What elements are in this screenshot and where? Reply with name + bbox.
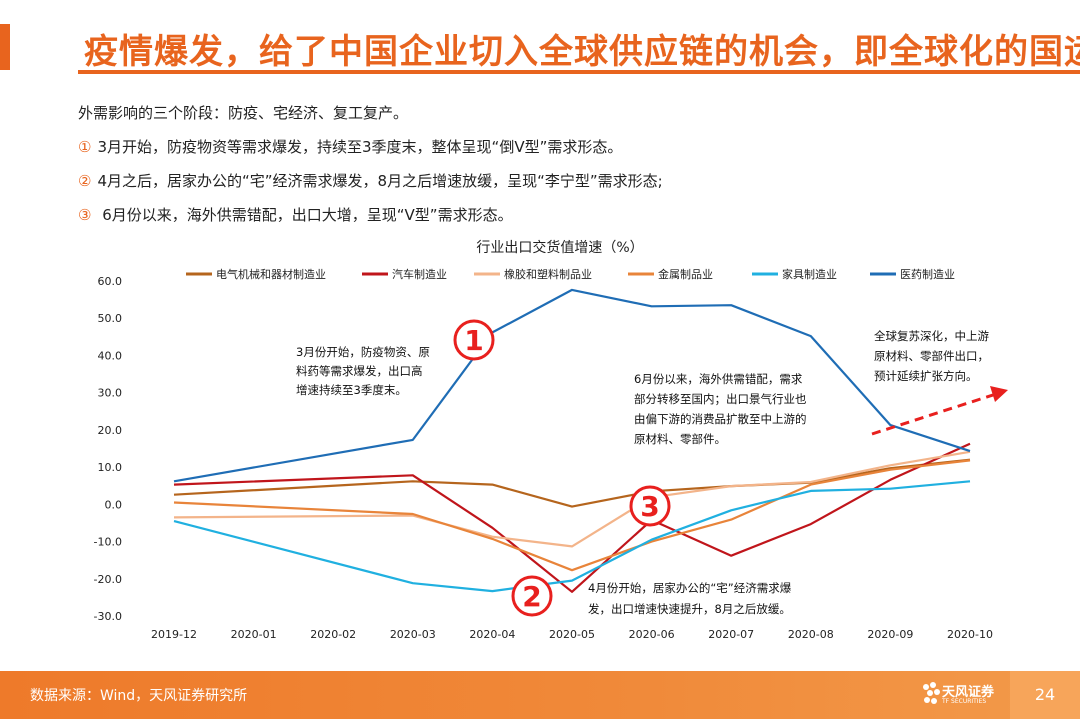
y-tick-label: 0.0 (105, 498, 123, 511)
y-tick-label: 20.0 (98, 424, 123, 437)
intro-lead: 外需影响的三个阶段：防疫、宅经济、复工复产。 (78, 104, 409, 122)
annotation-a2-line: 部分转移至国内；出口景气行业也 (634, 392, 807, 406)
annotation-a2-line: 由偏下游的消费品扩散至中上游的 (634, 412, 807, 426)
annotation-a1-line: 增速持续至3季度末。 (296, 383, 407, 397)
legend-label-2: 橡胶和塑料制品业 (504, 267, 592, 281)
intro-item-2-text: 4月之后，居家办公的“宅”经济需求爆发，8月之后增速放缓，呈现“李宁型”需求形态… (97, 172, 663, 190)
series-line-3 (173, 459, 971, 572)
marker-circle-2 (511, 575, 553, 617)
intro-item-1-num: ① (78, 138, 92, 156)
annotation-a4-line: 4月份开始，居家办公的“宅”经济需求爆 (588, 581, 792, 595)
y-tick-label: 60.0 (98, 275, 123, 288)
data-source: 数据来源：Wind，天风证券研究所 (30, 688, 248, 704)
intro-item-1: ① 3月开始，防疫物资等需求爆发，持续至3季度末，整体呈现“倒V型”需求形态。 (78, 130, 663, 164)
legend-label-0: 电气机械和器材制造业 (216, 267, 326, 281)
y-tick-label: 50.0 (98, 312, 123, 325)
x-tick-label: 2020-07 (708, 628, 754, 641)
intro-item-1-text: 3月开始，防疫物资等需求爆发，持续至3季度末，整体呈现“倒V型”需求形态。 (97, 138, 623, 156)
marker-label-3: 3 (640, 490, 659, 523)
slide-title: 疫情爆发，给了中国企业切入全球供应链的机会，即全球化的国运 (84, 32, 1080, 72)
x-tick-label: 2020-09 (867, 628, 913, 641)
legend-label-5: 医药制造业 (900, 267, 955, 281)
intro-item-3-num: ③ (78, 206, 92, 224)
legend-label-1: 汽车制造业 (392, 267, 447, 281)
series-line-2 (173, 450, 971, 548)
footer-bar: 数据来源：Wind，天风证券研究所 天风证券 TF SECURITIES 24 (0, 671, 1080, 719)
x-tick-label: 2020-06 (629, 628, 675, 641)
trend-arrow-head (990, 386, 1008, 402)
logo-subtext: TF SECURITIES (942, 698, 987, 705)
annotation-a3-line: 原材料、零部件出口， (874, 349, 989, 363)
intro-text: 外需影响的三个阶段：防疫、宅经济、复工复产。 ① 3月开始，防疫物资等需求爆发，持… (78, 96, 663, 232)
tf-logo-icon (923, 682, 940, 704)
y-tick-label: 10.0 (98, 461, 123, 474)
x-tick-label: 2019-12 (151, 628, 197, 641)
annotation-a3-line: 预计延续扩张方向。 (874, 369, 978, 383)
annotation-a1-line: 料药等需求爆发，出口高 (296, 364, 423, 378)
x-tick-label: 2020-10 (947, 628, 993, 641)
intro-item-3: ③ 6月份以来，海外供需错配，出口大增，呈现“V型”需求形态。 (78, 198, 663, 232)
series-line-5 (173, 288, 971, 483)
x-tick-label: 2020-05 (549, 628, 595, 641)
logo-text: 天风证券 (942, 685, 995, 700)
y-tick-label: 40.0 (98, 349, 123, 362)
title-underline (78, 70, 1080, 74)
y-tick-label: -20.0 (94, 573, 122, 586)
title-accent-bar (0, 24, 10, 70)
chart-container: 行业出口交货值增速（%） 电气机械和器材制造业 汽车制造业 橡胶和塑料制品业 金属制品业… (0, 228, 1080, 648)
x-tick-label: 2020-03 (390, 628, 436, 641)
page-number: 24 (1010, 671, 1080, 719)
annotation-a3-line: 全球复苏深化，中上游 (874, 329, 989, 343)
marker-label-2: 2 (522, 580, 541, 613)
x-tick-label: 2020-02 (310, 628, 356, 641)
line-chart: 行业出口交货值增速（%） 电气机械和器材制造业 汽车制造业 橡胶和塑料制品业 金属制品业… (94, 239, 1008, 641)
annotation-a2-line: 6月份以来，海外供需错配，需求 (634, 372, 803, 386)
x-tick-label: 2020-01 (231, 628, 277, 641)
y-tick-label: 30.0 (98, 387, 123, 400)
trend-arrow-line (871, 392, 997, 436)
annotation-a1-line: 3月份开始，防疫物资、原 (296, 345, 430, 359)
marker-circle-3 (629, 485, 671, 527)
annotation-a4-line: 发，出口增速快速提升，8月之后放缓。 (588, 602, 791, 616)
marker-circle-1 (453, 319, 495, 361)
chart-title: 行业出口交货值增速（%） (476, 239, 643, 256)
intro-item-2-num: ② (78, 172, 92, 190)
series-line-0 (173, 458, 971, 508)
intro-item-3-text: 6月份以来，海外供需错配，出口大增，呈现“V型”需求形态。 (97, 206, 513, 224)
marker-label-1: 1 (464, 324, 483, 357)
annotation-a2-line: 原材料、零部件。 (634, 432, 726, 446)
legend-label-4: 家具制造业 (782, 267, 837, 281)
intro-item-2: ② 4月之后，居家办公的“宅”经济需求爆发，8月之后增速放缓，呈现“李宁型”需求形… (78, 164, 663, 198)
legend-label-3: 金属制品业 (658, 267, 713, 281)
y-tick-label: -10.0 (94, 536, 122, 549)
y-tick-label: -30.0 (94, 610, 122, 623)
x-tick-label: 2020-08 (788, 628, 834, 641)
x-tick-label: 2020-04 (469, 628, 515, 641)
series-line-4 (173, 480, 971, 593)
